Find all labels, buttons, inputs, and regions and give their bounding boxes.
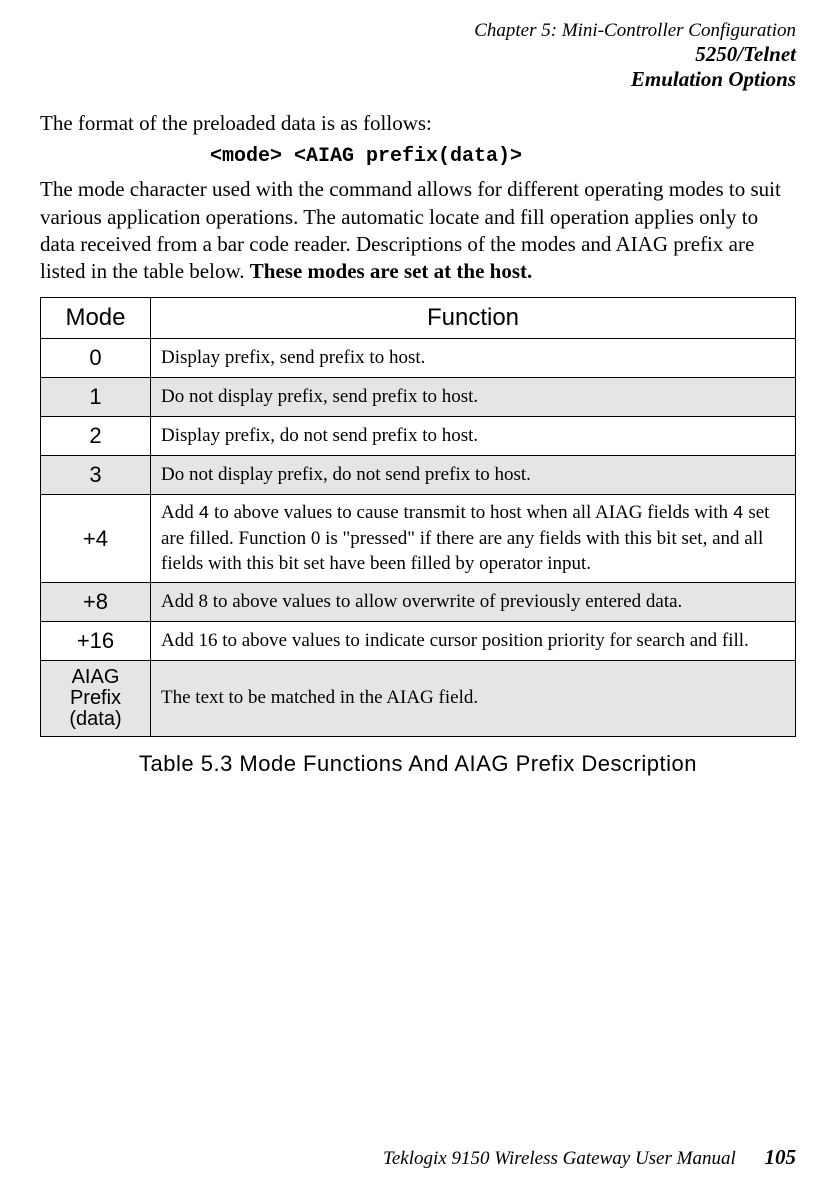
function-cell: Add 16 to above values to indicate curso… (151, 622, 796, 661)
function-cell: Display prefix, do not send prefix to ho… (151, 417, 796, 456)
function-cell: Do not display prefix, do not send prefi… (151, 456, 796, 495)
mode-cell: 3 (41, 456, 151, 495)
chapter-title: Chapter 5: Mini-Controller Configuration (40, 20, 796, 42)
page-footer: Teklogix 9150 Wireless Gateway User Manu… (383, 1145, 796, 1170)
func-text: Add (161, 502, 198, 523)
table-row: +16 Add 16 to above values to indicate c… (41, 622, 796, 661)
mode-line1: AIAG Prefix (70, 666, 121, 709)
mode-cell: 0 (41, 339, 151, 378)
table-caption: Table 5.3 Mode Functions And AIAG Prefix… (40, 751, 796, 777)
mode-cell: 2 (41, 417, 151, 456)
table-row: 2 Display prefix, do not send prefix to … (41, 417, 796, 456)
mode-cell: +4 (41, 495, 151, 583)
section-title-1: 5250/Telnet (40, 42, 796, 67)
func-code: 4 (733, 504, 744, 524)
page-number: 105 (765, 1145, 797, 1169)
header-mode: Mode (41, 298, 151, 339)
function-cell: Display prefix, send prefix to host. (151, 339, 796, 378)
mode-cell: +8 (41, 583, 151, 622)
mode-line2: (data) (69, 708, 121, 730)
func-text: to above values to cause transmit to hos… (209, 502, 732, 523)
function-cell: The text to be matched in the AIAG field… (151, 661, 796, 737)
page-header: Chapter 5: Mini-Controller Configuration… (40, 20, 796, 92)
mode-cell: AIAG Prefix (data) (41, 661, 151, 737)
table-row: +8 Add 8 to above values to allow overwr… (41, 583, 796, 622)
function-cell: Add 8 to above values to allow overwrite… (151, 583, 796, 622)
function-cell: Do not display prefix, send prefix to ho… (151, 378, 796, 417)
mode-cell: 1 (41, 378, 151, 417)
mode-cell: +16 (41, 622, 151, 661)
table-row: AIAG Prefix (data) The text to be matche… (41, 661, 796, 737)
intro-para-bold: These modes are set at the host. (250, 259, 533, 283)
table-row: 1 Do not display prefix, send prefix to … (41, 378, 796, 417)
table-header-row: Mode Function (41, 298, 796, 339)
header-function: Function (151, 298, 796, 339)
footer-text: Teklogix 9150 Wireless Gateway User Manu… (383, 1148, 736, 1169)
intro-sentence: The format of the preloaded data is as f… (40, 110, 796, 137)
intro-paragraph: The mode character used with the command… (40, 176, 796, 285)
code-format: <mode> <AIAG prefix(data)> (210, 145, 796, 168)
table-row: 3 Do not display prefix, do not send pre… (41, 456, 796, 495)
function-cell: Add 4 to above values to cause transmit … (151, 495, 796, 583)
table-row: 0 Display prefix, send prefix to host. (41, 339, 796, 378)
mode-table: Mode Function 0 Display prefix, send pre… (40, 297, 796, 737)
section-title-2: Emulation Options (40, 67, 796, 92)
func-code: 4 (198, 504, 209, 524)
table-row: +4 Add 4 to above values to cause transm… (41, 495, 796, 583)
